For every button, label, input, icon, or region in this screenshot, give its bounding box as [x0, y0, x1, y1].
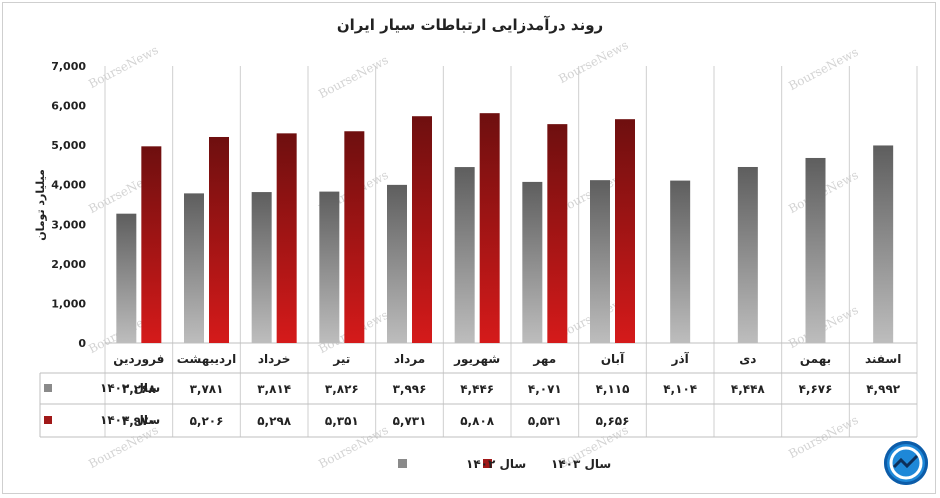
legend-label: سال ۱۴۰۳: [551, 457, 611, 471]
table-value: ۴,۹۹۲: [866, 382, 901, 396]
bar: [276, 133, 297, 343]
chart-title: روند درآمدزایی ارتباطات سیار ایران: [336, 16, 604, 34]
table-value: ۳,۸۱۴: [257, 382, 291, 396]
table-value: ۵,۷۳۱: [393, 414, 427, 428]
bar: [251, 192, 272, 343]
x-tick-label: شهریور: [453, 352, 500, 367]
bar: [116, 213, 137, 343]
table-series-swatch: [44, 416, 52, 424]
x-tick-label: آذر: [671, 351, 690, 366]
x-tick-label: اردیبهشت: [177, 352, 236, 366]
table-series-label: سال ۱۴۰۳: [100, 413, 160, 427]
table-value: ۳,۸۲۶: [325, 382, 359, 396]
table-value: ۳,۷۸۱: [190, 382, 224, 396]
x-tick-label: خرداد: [258, 352, 291, 366]
table-series-label: سال ۱۴۰۲: [100, 381, 160, 395]
table-value: ۵,۳۵۱: [325, 414, 359, 428]
table-value: ۵,۶۵۶: [596, 414, 630, 428]
table-value: ۵,۲۰۶: [190, 414, 224, 428]
table-value: ۴,۶۷۶: [799, 382, 833, 396]
x-tick-label: دی: [739, 352, 756, 366]
table-value: ۵,۲۹۸: [257, 414, 292, 428]
bar: [209, 136, 229, 343]
table-value: ۴,۱۱۵: [596, 382, 630, 396]
bar: [412, 116, 432, 343]
boursenews-logo-icon: [884, 441, 928, 485]
bar: [737, 166, 758, 343]
table-value: ۵,۵۳۱: [528, 414, 562, 428]
table-value: ۴,۱۰۴: [663, 382, 697, 396]
y-tick-label: 6,000: [51, 100, 86, 113]
legend-swatch: [483, 459, 492, 468]
x-tick-label: تیر: [332, 352, 350, 366]
table-value: ۴,۴۴۸: [731, 382, 766, 396]
y-tick-label: 4,000: [51, 179, 86, 192]
bar: [319, 191, 340, 343]
bar: [141, 146, 162, 343]
x-tick-label: اسفند: [865, 352, 901, 366]
table-value: ۳,۲۶۸: [122, 382, 157, 396]
bar: [387, 184, 407, 343]
legend-swatch: [398, 459, 407, 468]
bar: [184, 193, 204, 343]
y-tick-label: 7,000: [51, 60, 86, 73]
table-value: ۵,۸۰۸: [460, 414, 495, 428]
bar: [547, 124, 568, 343]
y-axis-label: میلیارد تومان: [34, 169, 47, 241]
legend-label: سال ۱۴۰۲: [466, 457, 526, 471]
bar: [522, 181, 543, 343]
bar: [344, 131, 365, 343]
y-tick-label: 3,000: [51, 218, 86, 231]
table-value: ۴,۰۷۱: [528, 382, 562, 396]
bar: [454, 167, 475, 343]
table-value: ۴,۹۷۰: [122, 414, 156, 428]
bar: [670, 180, 691, 343]
y-tick-label: 1,000: [51, 297, 86, 310]
table-series-swatch: [44, 384, 52, 392]
table-value: ۳,۹۹۶: [393, 382, 427, 396]
x-tick-label: فروردین: [113, 352, 164, 367]
bar: [615, 119, 635, 344]
x-tick-label: مرداد: [394, 352, 425, 366]
table-value: ۴,۴۴۶: [460, 382, 494, 396]
bar: [805, 157, 826, 343]
x-tick-label: آبان: [601, 351, 625, 366]
bar: [873, 145, 894, 343]
bar: [590, 180, 610, 343]
bar: [479, 113, 500, 343]
y-tick-label: 2,000: [51, 258, 86, 271]
y-tick-label: 0: [78, 337, 86, 350]
y-tick-label: 5,000: [51, 139, 86, 152]
x-tick-label: بهمن: [800, 352, 831, 366]
x-tick-label: مهر: [532, 352, 556, 366]
